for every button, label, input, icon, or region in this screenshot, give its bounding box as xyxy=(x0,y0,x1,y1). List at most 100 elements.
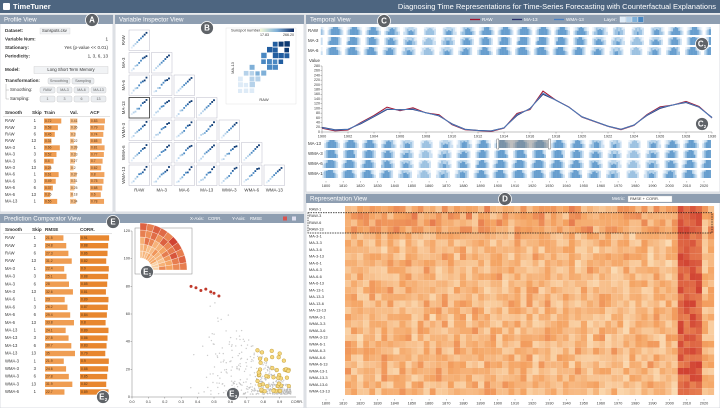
chip[interactable] xyxy=(90,86,107,94)
heatmap-cell xyxy=(490,368,497,375)
horizon-base xyxy=(621,37,624,45)
horizon-base xyxy=(446,37,449,45)
heatmap-cell xyxy=(623,280,630,287)
horizon-base xyxy=(497,150,500,158)
layer-swatch[interactable] xyxy=(637,16,644,23)
horizon-base xyxy=(575,160,577,168)
horizon-base xyxy=(667,170,670,178)
horizon-base xyxy=(635,37,638,45)
layer-swatch[interactable] xyxy=(625,16,632,23)
horizon-base xyxy=(561,140,564,148)
cell: RAW xyxy=(5,118,15,123)
heatmap-cell xyxy=(647,381,654,389)
horizon-base xyxy=(399,160,402,168)
heatmap-cell xyxy=(484,341,491,348)
horizon-base xyxy=(358,47,361,55)
heatmap-cell xyxy=(623,300,630,308)
heatmap-cell xyxy=(405,246,412,254)
y-tick-label: 160 xyxy=(314,92,320,96)
horizon-base xyxy=(542,37,545,45)
horizon-base xyxy=(657,160,660,168)
heatmap-cell xyxy=(484,266,491,274)
brush-handle[interactable] xyxy=(496,138,500,150)
heatmap-cell xyxy=(405,260,412,267)
heatmap-cell xyxy=(659,246,666,254)
matrix-point xyxy=(190,121,193,124)
table-header: Train xyxy=(44,110,55,115)
brush-handle[interactable] xyxy=(548,138,551,150)
chip[interactable] xyxy=(90,95,107,103)
close-icon[interactable] xyxy=(292,216,296,221)
horizon-base xyxy=(647,170,650,178)
horizon-base xyxy=(521,160,524,168)
chip[interactable] xyxy=(39,86,56,94)
chip[interactable] xyxy=(71,77,95,85)
heatmap-cell xyxy=(508,266,515,274)
heatmap-cell xyxy=(562,368,569,375)
field-label: Smoothing: xyxy=(10,87,32,92)
horizon-base xyxy=(614,27,617,35)
heatmap-cell xyxy=(381,253,388,260)
y-tick-label: 180 xyxy=(314,88,320,92)
heatmap-cell xyxy=(459,293,467,301)
heatmap-cell xyxy=(435,341,442,348)
metric-select[interactable] xyxy=(627,195,673,203)
heatmap-cell xyxy=(435,206,442,213)
model-select[interactable] xyxy=(33,66,109,74)
horizon-base xyxy=(382,170,385,178)
heatmap-cell xyxy=(405,280,412,287)
heatmap-cell xyxy=(708,280,715,287)
heatmap-cell xyxy=(417,381,424,389)
heatmap-cell xyxy=(345,374,352,382)
horizon-base xyxy=(389,37,392,45)
pin-icon[interactable] xyxy=(283,216,287,221)
horizon-base xyxy=(633,47,636,55)
chip[interactable] xyxy=(56,95,73,103)
horizon-base xyxy=(441,37,443,45)
horizon-base xyxy=(367,140,369,148)
horizon-base xyxy=(568,160,571,168)
heatmap-cell xyxy=(629,368,636,375)
horizon-base xyxy=(499,150,502,158)
heatmap-cell xyxy=(502,226,509,233)
horizon-base xyxy=(408,170,411,178)
matrix-point xyxy=(140,127,142,130)
heatmap-cell xyxy=(544,381,551,389)
chip[interactable] xyxy=(47,77,71,85)
horizon-base xyxy=(413,27,416,35)
table-bar xyxy=(45,289,73,295)
x-tick-label: 1930 xyxy=(545,402,553,406)
heatmap-cell xyxy=(345,287,352,294)
heatmap-cell xyxy=(647,374,654,382)
chip[interactable] xyxy=(56,86,73,94)
layer-swatch[interactable] xyxy=(631,16,638,23)
horizon-base xyxy=(470,37,473,45)
heatmap-cell xyxy=(502,293,509,301)
heatmap-cell xyxy=(629,219,636,227)
heatmap-cell xyxy=(538,273,545,281)
horizon-base xyxy=(631,37,634,45)
heatmap-cell xyxy=(532,341,539,348)
heatmap-cell xyxy=(502,341,509,348)
horizon-base xyxy=(480,150,483,158)
chip[interactable] xyxy=(39,95,56,103)
chip[interactable] xyxy=(73,86,90,94)
heatmap-cell xyxy=(629,226,636,233)
layer-swatch[interactable] xyxy=(619,16,626,23)
chip[interactable] xyxy=(73,95,90,103)
heatmap-cell xyxy=(447,260,454,267)
brush[interactable] xyxy=(497,140,550,148)
heatmap-cell xyxy=(647,334,654,341)
horizon-base xyxy=(468,150,471,158)
horizon-base xyxy=(539,150,541,158)
heatmap-cell xyxy=(683,226,690,233)
horizon-base xyxy=(559,160,562,168)
heatmap-cell xyxy=(417,239,424,247)
heatmap-cell xyxy=(435,388,442,395)
matrix-y-label: RAW xyxy=(121,34,126,45)
heatmap-cell xyxy=(393,347,400,355)
heatmap-cell xyxy=(375,273,382,281)
heatmap-cell xyxy=(423,246,430,254)
horizon-base xyxy=(535,37,538,45)
matrix-point xyxy=(226,153,229,155)
